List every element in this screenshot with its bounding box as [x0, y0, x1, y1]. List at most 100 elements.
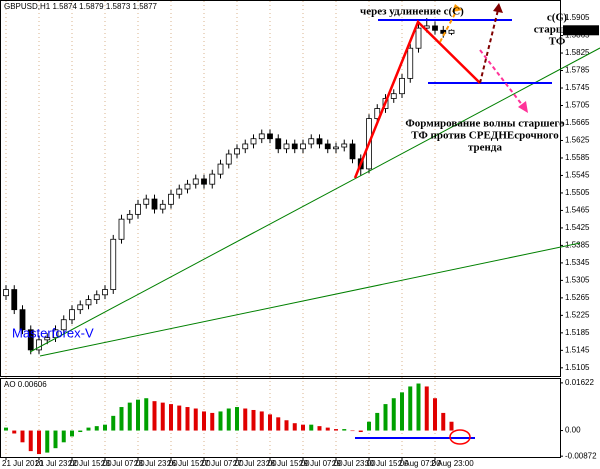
candle-body: [85, 299, 92, 306]
ao-bar: [193, 408, 198, 431]
y-tick-label: 1.5825: [565, 48, 590, 57]
highlight-circle: [449, 429, 471, 445]
ao-bar: [210, 412, 215, 431]
candle-body: [283, 143, 290, 150]
y-tick-label: -0.00872: [565, 451, 597, 460]
candle-body: [93, 294, 100, 301]
candle-body: [143, 198, 150, 205]
ao-bar: [400, 392, 404, 431]
ao-bar: [12, 430, 17, 434]
ao-bar: [28, 430, 33, 452]
y-tick-label: 1.5385: [565, 241, 590, 250]
candle-body: [415, 27, 422, 49]
x-tick-label: 21 Jul 2010: [2, 459, 44, 468]
indicator-title: AO 0.00606: [4, 380, 47, 389]
ao-bar: [325, 427, 330, 431]
y-tick-label: 1.5105: [565, 363, 590, 372]
annotation: старшего: [534, 24, 581, 36]
ao-bar: [309, 424, 314, 431]
ao-bar: [144, 398, 149, 431]
y-tick-label: 0.01622: [565, 378, 594, 387]
candle-body: [159, 203, 166, 210]
ao-bar: [292, 423, 297, 431]
candle-body: [308, 138, 315, 145]
watermark: Masterforex-V: [12, 325, 94, 340]
x-tick-label: 23 Jul 23:00: [134, 459, 178, 468]
ao-bar: [383, 404, 388, 431]
ao-bar: [37, 430, 41, 455]
ao-bar: [449, 421, 454, 431]
y-tick-label: 1.5705: [565, 101, 590, 110]
ao-bar: [317, 426, 322, 431]
ao-bar: [185, 407, 190, 431]
y-tick-label: 1.5425: [565, 223, 590, 232]
main-frame: [0, 0, 561, 377]
candle-body: [225, 153, 232, 165]
ao-bar: [94, 426, 99, 431]
ao-bar: [391, 398, 396, 431]
x-tick-label: 30 Jul 15:00: [365, 459, 409, 468]
ao-bar: [276, 417, 281, 431]
candle-body: [234, 148, 240, 155]
ao-bar: [416, 383, 421, 431]
candle-body: [135, 203, 141, 215]
ao-bar: [160, 402, 165, 431]
ao-bar: [235, 407, 239, 431]
candle-body: [267, 133, 273, 140]
y-tick-label: 1.5345: [565, 258, 590, 267]
y-tick-label: 1.5585: [565, 153, 590, 162]
y-tick-label: 1.5465: [565, 206, 590, 215]
y-tick-label: 1.5625: [565, 136, 590, 145]
x-tick-label: 2 Aug 23:00: [431, 459, 474, 468]
y-tick-label: 1.5265: [565, 293, 590, 302]
y-tick-label: 1.5785: [565, 66, 590, 75]
ao-bar: [284, 420, 289, 431]
ao-bar: [70, 430, 74, 437]
candle-body: [300, 143, 306, 150]
candle-body: [52, 329, 59, 339]
candle-body: [192, 178, 199, 185]
arrow-head: [493, 3, 503, 13]
x-tick-label: 23 Jul 07:00: [101, 459, 145, 468]
x-tick-label: 27 Jul 23:00: [233, 459, 277, 468]
candle-body: [349, 143, 356, 160]
x-tick-label: 29 Jul 07:00: [299, 459, 343, 468]
arrow-head: [518, 101, 528, 113]
ao-bar: [136, 399, 140, 431]
x-tick-label: 22 Jul 15:00: [68, 459, 112, 468]
annotation: ТФ: [549, 36, 566, 48]
candle-body: [168, 193, 174, 205]
candle-body: [209, 173, 216, 185]
candle-body: [258, 133, 265, 140]
y-tick-label: 1.5745: [565, 83, 590, 92]
ao-bar: [301, 424, 305, 431]
last-price-box: [563, 25, 599, 36]
annotation: тренда: [468, 142, 502, 154]
candle-body: [448, 29, 455, 34]
forecast-arrow: [479, 9, 499, 84]
candle-body: [333, 146, 339, 150]
ao-bar: [127, 402, 132, 431]
candle-body: [201, 178, 207, 185]
candle-body: [151, 198, 158, 210]
annotation: c(C): [547, 12, 567, 24]
y-tick-label: 1.5905: [565, 13, 590, 22]
x-tick-label: 21 Jul 23:00: [35, 459, 79, 468]
chart-header: GBPUSD,H1 1.5874 1.5879 1.5873 1.5877: [4, 2, 158, 11]
ao-bar: [251, 409, 256, 431]
ao-bar: [103, 424, 107, 431]
candle-body: [291, 143, 298, 150]
candle-body: [110, 238, 117, 290]
candle-body: [324, 143, 331, 150]
candle-body: [176, 188, 183, 195]
candle-body: [390, 93, 397, 99]
ao-bar: [4, 427, 8, 431]
forecast-arrow: [479, 49, 524, 107]
ao-bar: [169, 404, 173, 431]
y-tick-label: 1.5145: [565, 345, 590, 354]
y-tick-label: 1.5505: [565, 188, 590, 197]
candle-body: [27, 329, 34, 351]
candle-body: [11, 289, 18, 311]
y-tick-label: 1.5185: [565, 328, 590, 337]
